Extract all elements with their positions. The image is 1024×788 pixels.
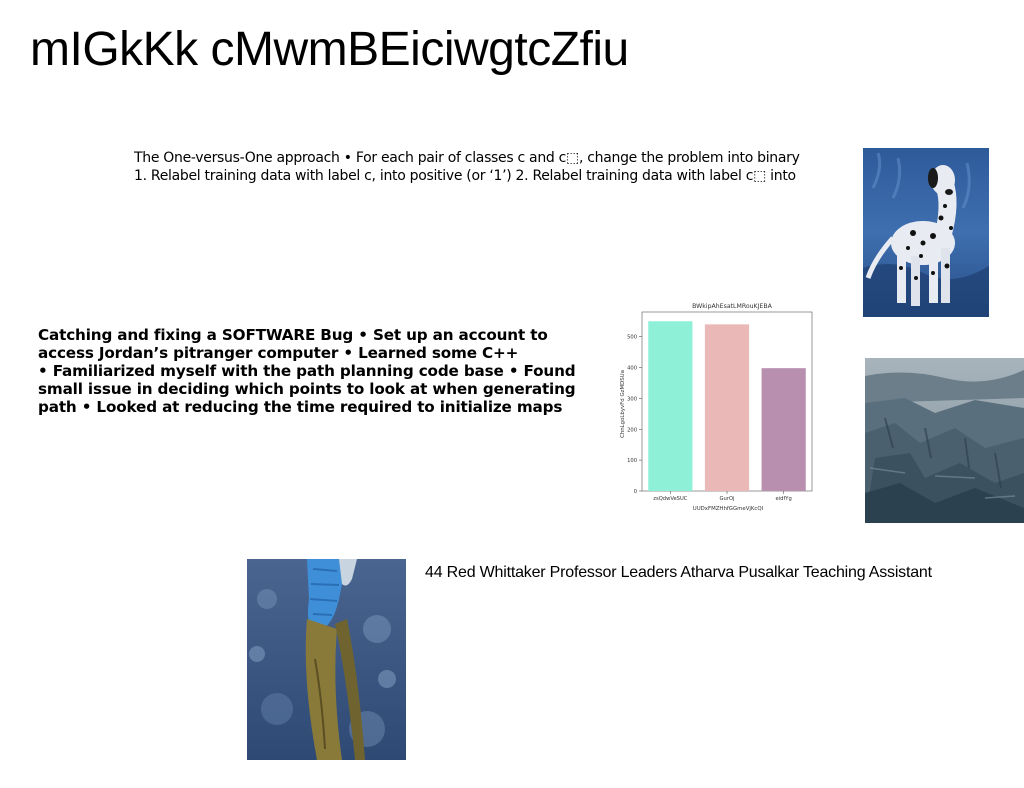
body-text-leaders: 44 Red Whittaker Professor Leaders Athar…	[425, 564, 932, 581]
x-tick-label: eidfYg	[776, 496, 792, 502]
slide-title: mIGkKk cMwmBEiciwgtcZfiu	[30, 23, 629, 76]
text-line: path • Looked at reducing the time requi…	[38, 398, 563, 416]
y-tick-label: 200	[627, 427, 637, 433]
y-tick-label: 100	[627, 458, 637, 464]
body-text-one-vs-one: The One-versus-One approach • For each p…	[134, 149, 839, 185]
text-line: access Jordan’s pitranger computer • Lea…	[38, 344, 519, 362]
x-tick-label: GurOj	[720, 496, 735, 502]
bar-chart: BWkipAhEsatLMRouKJEBA UUDxFMZHhfGGmeVjKc…	[620, 303, 813, 512]
bar-GurOj	[704, 324, 750, 491]
canyon-landscape-photo	[865, 358, 1024, 523]
text-line: • Familiarized myself with the path plan…	[38, 362, 576, 380]
y-tick-label: 300	[627, 396, 637, 402]
text-line: Catching and fixing a SOFTWARE Bug • Set…	[38, 326, 548, 344]
text-line: The One-versus-One approach • For each p…	[134, 150, 800, 166]
bar-zsQdwVeSUC	[648, 321, 693, 491]
chart-title: BWkipAhEsatLMRouKJEBA	[692, 303, 772, 310]
body-text-software-bug: Catching and fixing a SOFTWARE Bug • Set…	[38, 326, 608, 416]
bar-eidfYg	[761, 368, 806, 491]
chart-xlabel: UUDxFMZHhfGGmeVjKcQI	[693, 506, 764, 512]
dalmatian-photo	[863, 148, 989, 317]
y-tick-label: 500	[627, 335, 637, 341]
chart-ylabel: ChnLgoLbyvFd GzMDSUa	[620, 370, 626, 438]
text-line: small issue in deciding which points to …	[38, 380, 576, 398]
chart-plot-area: 0 100 200 300 400 500 zsQdwVeSUC GurOj eidfYg	[627, 311, 813, 502]
text-line: 1. Relabel training data with label c, i…	[134, 168, 796, 184]
x-tick-label: zsQdwVeSUC	[653, 496, 687, 502]
y-tick-label: 400	[627, 366, 637, 372]
y-tick-label: 0	[634, 489, 637, 495]
person-legs-photo	[247, 559, 406, 760]
